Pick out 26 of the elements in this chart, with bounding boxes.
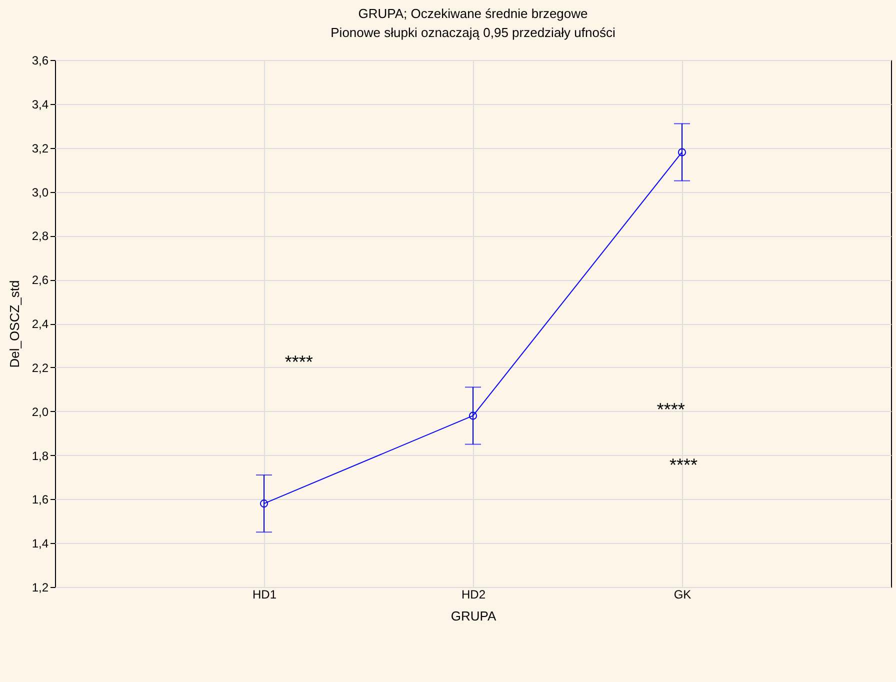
- y-tick-label: 1,8: [32, 448, 49, 463]
- point: [468, 412, 478, 420]
- y-tick-label: 1,6: [32, 492, 49, 507]
- y-tick-label: 1,2: [32, 580, 49, 594]
- annotation: ****: [284, 352, 313, 372]
- x-axis-title: GRUPA: [450, 608, 496, 624]
- x-tick-label: GK: [674, 588, 692, 602]
- y-tick-label: 2,6: [32, 273, 49, 288]
- y-tick-label: 3,0: [32, 185, 49, 200]
- y-axis-title: Del_OSCZ_std: [6, 280, 22, 368]
- chart-title: GRUPA; Oczekiwane średnie brzegowe: [358, 6, 588, 21]
- y-tick-label: 2,4: [32, 317, 49, 331]
- y-tick-label: 3,4: [32, 97, 49, 112]
- chart-subtitle: Pionowe słupki oznaczają 0,95 przedziały ufności: [330, 25, 616, 40]
- x-tick-label: HD2: [461, 588, 486, 602]
- y-tick-label: 1,4: [32, 536, 49, 551]
- y-tick-label: 2,0: [32, 404, 49, 419]
- y-tick-label: 3,6: [32, 54, 49, 68]
- y-tick-label: 3,2: [32, 141, 49, 156]
- point: [678, 148, 686, 156]
- annotation: ****: [656, 399, 685, 420]
- point: [260, 500, 268, 508]
- y-tick-label: 2,8: [32, 229, 49, 244]
- x-tick-label: HD1: [252, 588, 277, 602]
- annotation: ****: [669, 454, 698, 475]
- y-tick-label: 2,2: [32, 360, 49, 375]
